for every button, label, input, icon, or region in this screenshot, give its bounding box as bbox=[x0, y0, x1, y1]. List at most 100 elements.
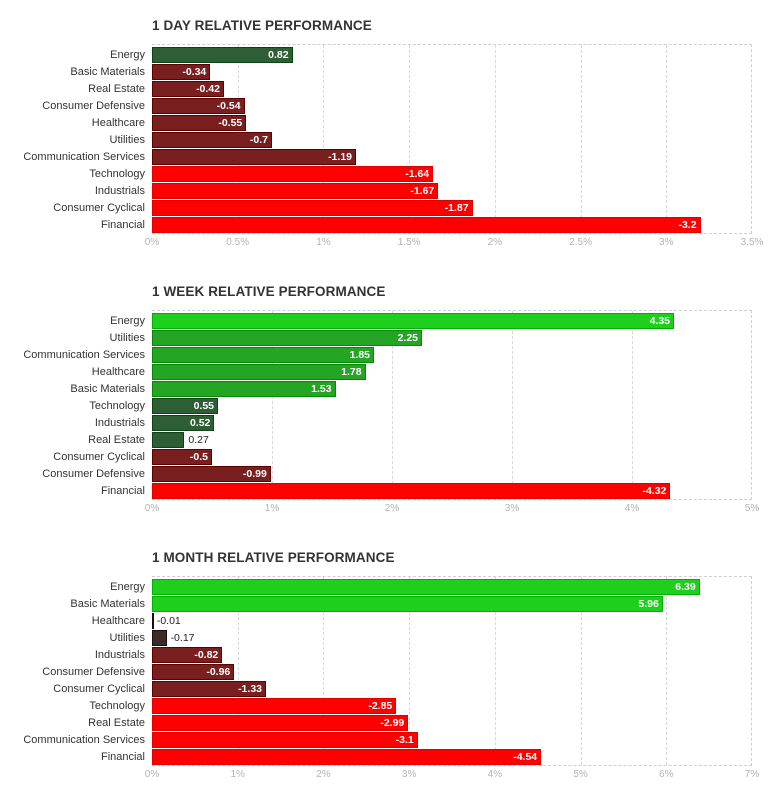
x-tick-label: 0% bbox=[144, 769, 160, 780]
category-label: Real Estate bbox=[88, 434, 145, 446]
bar[interactable] bbox=[152, 664, 235, 680]
bar[interactable] bbox=[152, 449, 212, 465]
x-tick-label: 0% bbox=[144, 237, 160, 248]
bar[interactable] bbox=[152, 715, 409, 731]
bar-row: Utilities -0.17 bbox=[110, 630, 752, 646]
value-label: -3.1 bbox=[395, 734, 414, 746]
category-label: Financial bbox=[100, 485, 145, 497]
chart-title: 1 WEEK RELATIVE PERFORMANCE bbox=[152, 284, 386, 299]
value-label: 0.52 bbox=[189, 417, 211, 429]
bar[interactable] bbox=[152, 398, 218, 414]
bar[interactable] bbox=[152, 749, 542, 765]
bar[interactable] bbox=[152, 81, 224, 97]
chart-title: 1 DAY RELATIVE PERFORMANCE bbox=[152, 18, 372, 33]
bar[interactable] bbox=[152, 483, 671, 499]
bar[interactable] bbox=[152, 596, 663, 612]
bar-row: Industrials -0.82 bbox=[95, 647, 752, 663]
gridline bbox=[494, 45, 496, 233]
category-label: Industrials bbox=[94, 649, 145, 661]
bar-row: Industrials -1.67 bbox=[95, 183, 752, 199]
bar[interactable] bbox=[152, 47, 293, 63]
value-label: -2.99 bbox=[380, 717, 405, 729]
value-label: -4.32 bbox=[642, 485, 667, 497]
bar[interactable] bbox=[152, 115, 247, 131]
value-label: -0.82 bbox=[194, 649, 219, 661]
category-label: Energy bbox=[110, 49, 145, 61]
bar-row: Financial -3.2 bbox=[101, 217, 752, 233]
bar-row: Basic Materials -0.34 bbox=[70, 64, 752, 80]
gridline bbox=[580, 577, 582, 765]
bar[interactable] bbox=[152, 313, 674, 329]
bar-row: Technology 0.55 bbox=[89, 398, 752, 414]
value-label: -0.34 bbox=[182, 66, 207, 78]
bar-row: Consumer Defensive -0.96 bbox=[42, 664, 752, 680]
gridline bbox=[666, 577, 668, 765]
category-label: Financial bbox=[100, 219, 145, 231]
bar[interactable] bbox=[152, 166, 434, 182]
bar[interactable] bbox=[152, 132, 272, 148]
bar-row: Energy 4.35 bbox=[110, 313, 752, 329]
bar[interactable] bbox=[152, 579, 700, 595]
bar-row: Healthcare -0.01 bbox=[92, 613, 752, 629]
category-label: Utilities bbox=[109, 332, 145, 344]
value-label: -4.54 bbox=[513, 751, 538, 763]
value-label: -0.99 bbox=[242, 468, 267, 480]
bar[interactable] bbox=[152, 681, 266, 697]
bar[interactable] bbox=[152, 364, 366, 380]
bar-row: Consumer Cyclical -1.87 bbox=[53, 200, 752, 216]
value-label: -1.64 bbox=[405, 168, 430, 180]
gridline bbox=[632, 311, 633, 499]
category-label: Real Estate bbox=[88, 717, 145, 729]
value-label: -3.2 bbox=[678, 219, 697, 231]
value-label: -1.87 bbox=[444, 202, 469, 214]
bar[interactable] bbox=[152, 698, 397, 714]
value-label: -1.19 bbox=[328, 151, 352, 163]
category-label: Communication Services bbox=[23, 349, 145, 361]
bar-row: Healthcare 1.78 bbox=[92, 364, 752, 380]
x-tick-label: 1% bbox=[316, 237, 331, 248]
bar[interactable] bbox=[152, 217, 701, 233]
bar[interactable] bbox=[152, 432, 185, 448]
x-tick-label: 3% bbox=[401, 769, 417, 780]
bar[interactable] bbox=[152, 630, 167, 646]
x-tick-label: 3% bbox=[659, 237, 674, 248]
value-label: 1.53 bbox=[311, 383, 332, 395]
bar-row: Technology -2.85 bbox=[89, 698, 752, 714]
bar[interactable] bbox=[152, 415, 215, 431]
bar[interactable] bbox=[152, 200, 473, 216]
x-tick-label: 0% bbox=[144, 503, 160, 514]
bar-row: Utilities -0.7 bbox=[110, 132, 752, 148]
gridline bbox=[666, 45, 668, 233]
gridline bbox=[409, 577, 411, 765]
bar-row: Real Estate -0.42 bbox=[88, 81, 752, 97]
bar[interactable] bbox=[152, 647, 223, 663]
bar[interactable] bbox=[152, 183, 439, 199]
value-label: -0.7 bbox=[249, 134, 268, 146]
category-label: Consumer Cyclical bbox=[53, 451, 145, 463]
bar[interactable] bbox=[152, 149, 356, 165]
gridline bbox=[272, 311, 273, 499]
category-label: Consumer Cyclical bbox=[53, 683, 145, 695]
bar-row: Industrials 0.52 bbox=[95, 415, 752, 431]
bar-row: Consumer Defensive -0.99 bbox=[42, 466, 752, 482]
value-label: 0.55 bbox=[193, 400, 214, 412]
bar[interactable] bbox=[152, 64, 211, 80]
bar[interactable] bbox=[152, 466, 271, 482]
bar[interactable] bbox=[152, 381, 336, 397]
value-label: -1.67 bbox=[410, 185, 435, 197]
bar[interactable] bbox=[152, 347, 374, 363]
bar[interactable] bbox=[152, 732, 418, 748]
plot-area: Energy 0.82 Basic Materials -0.34 Real Estat… bbox=[23, 44, 752, 234]
bar-row: Financial -4.32 bbox=[101, 483, 752, 499]
bar[interactable] bbox=[152, 330, 422, 346]
bar[interactable] bbox=[152, 613, 154, 629]
value-label: 1.85 bbox=[349, 349, 370, 361]
bar[interactable] bbox=[152, 98, 245, 114]
value-label: 1.78 bbox=[341, 366, 362, 378]
x-tick-label: 0.5% bbox=[226, 237, 250, 248]
value-label: -1.33 bbox=[238, 683, 262, 695]
category-label: Consumer Defensive bbox=[42, 666, 145, 678]
value-label: -0.96 bbox=[206, 666, 231, 678]
category-label: Communication Services bbox=[23, 734, 145, 746]
x-tick-label: 5% bbox=[744, 503, 760, 514]
